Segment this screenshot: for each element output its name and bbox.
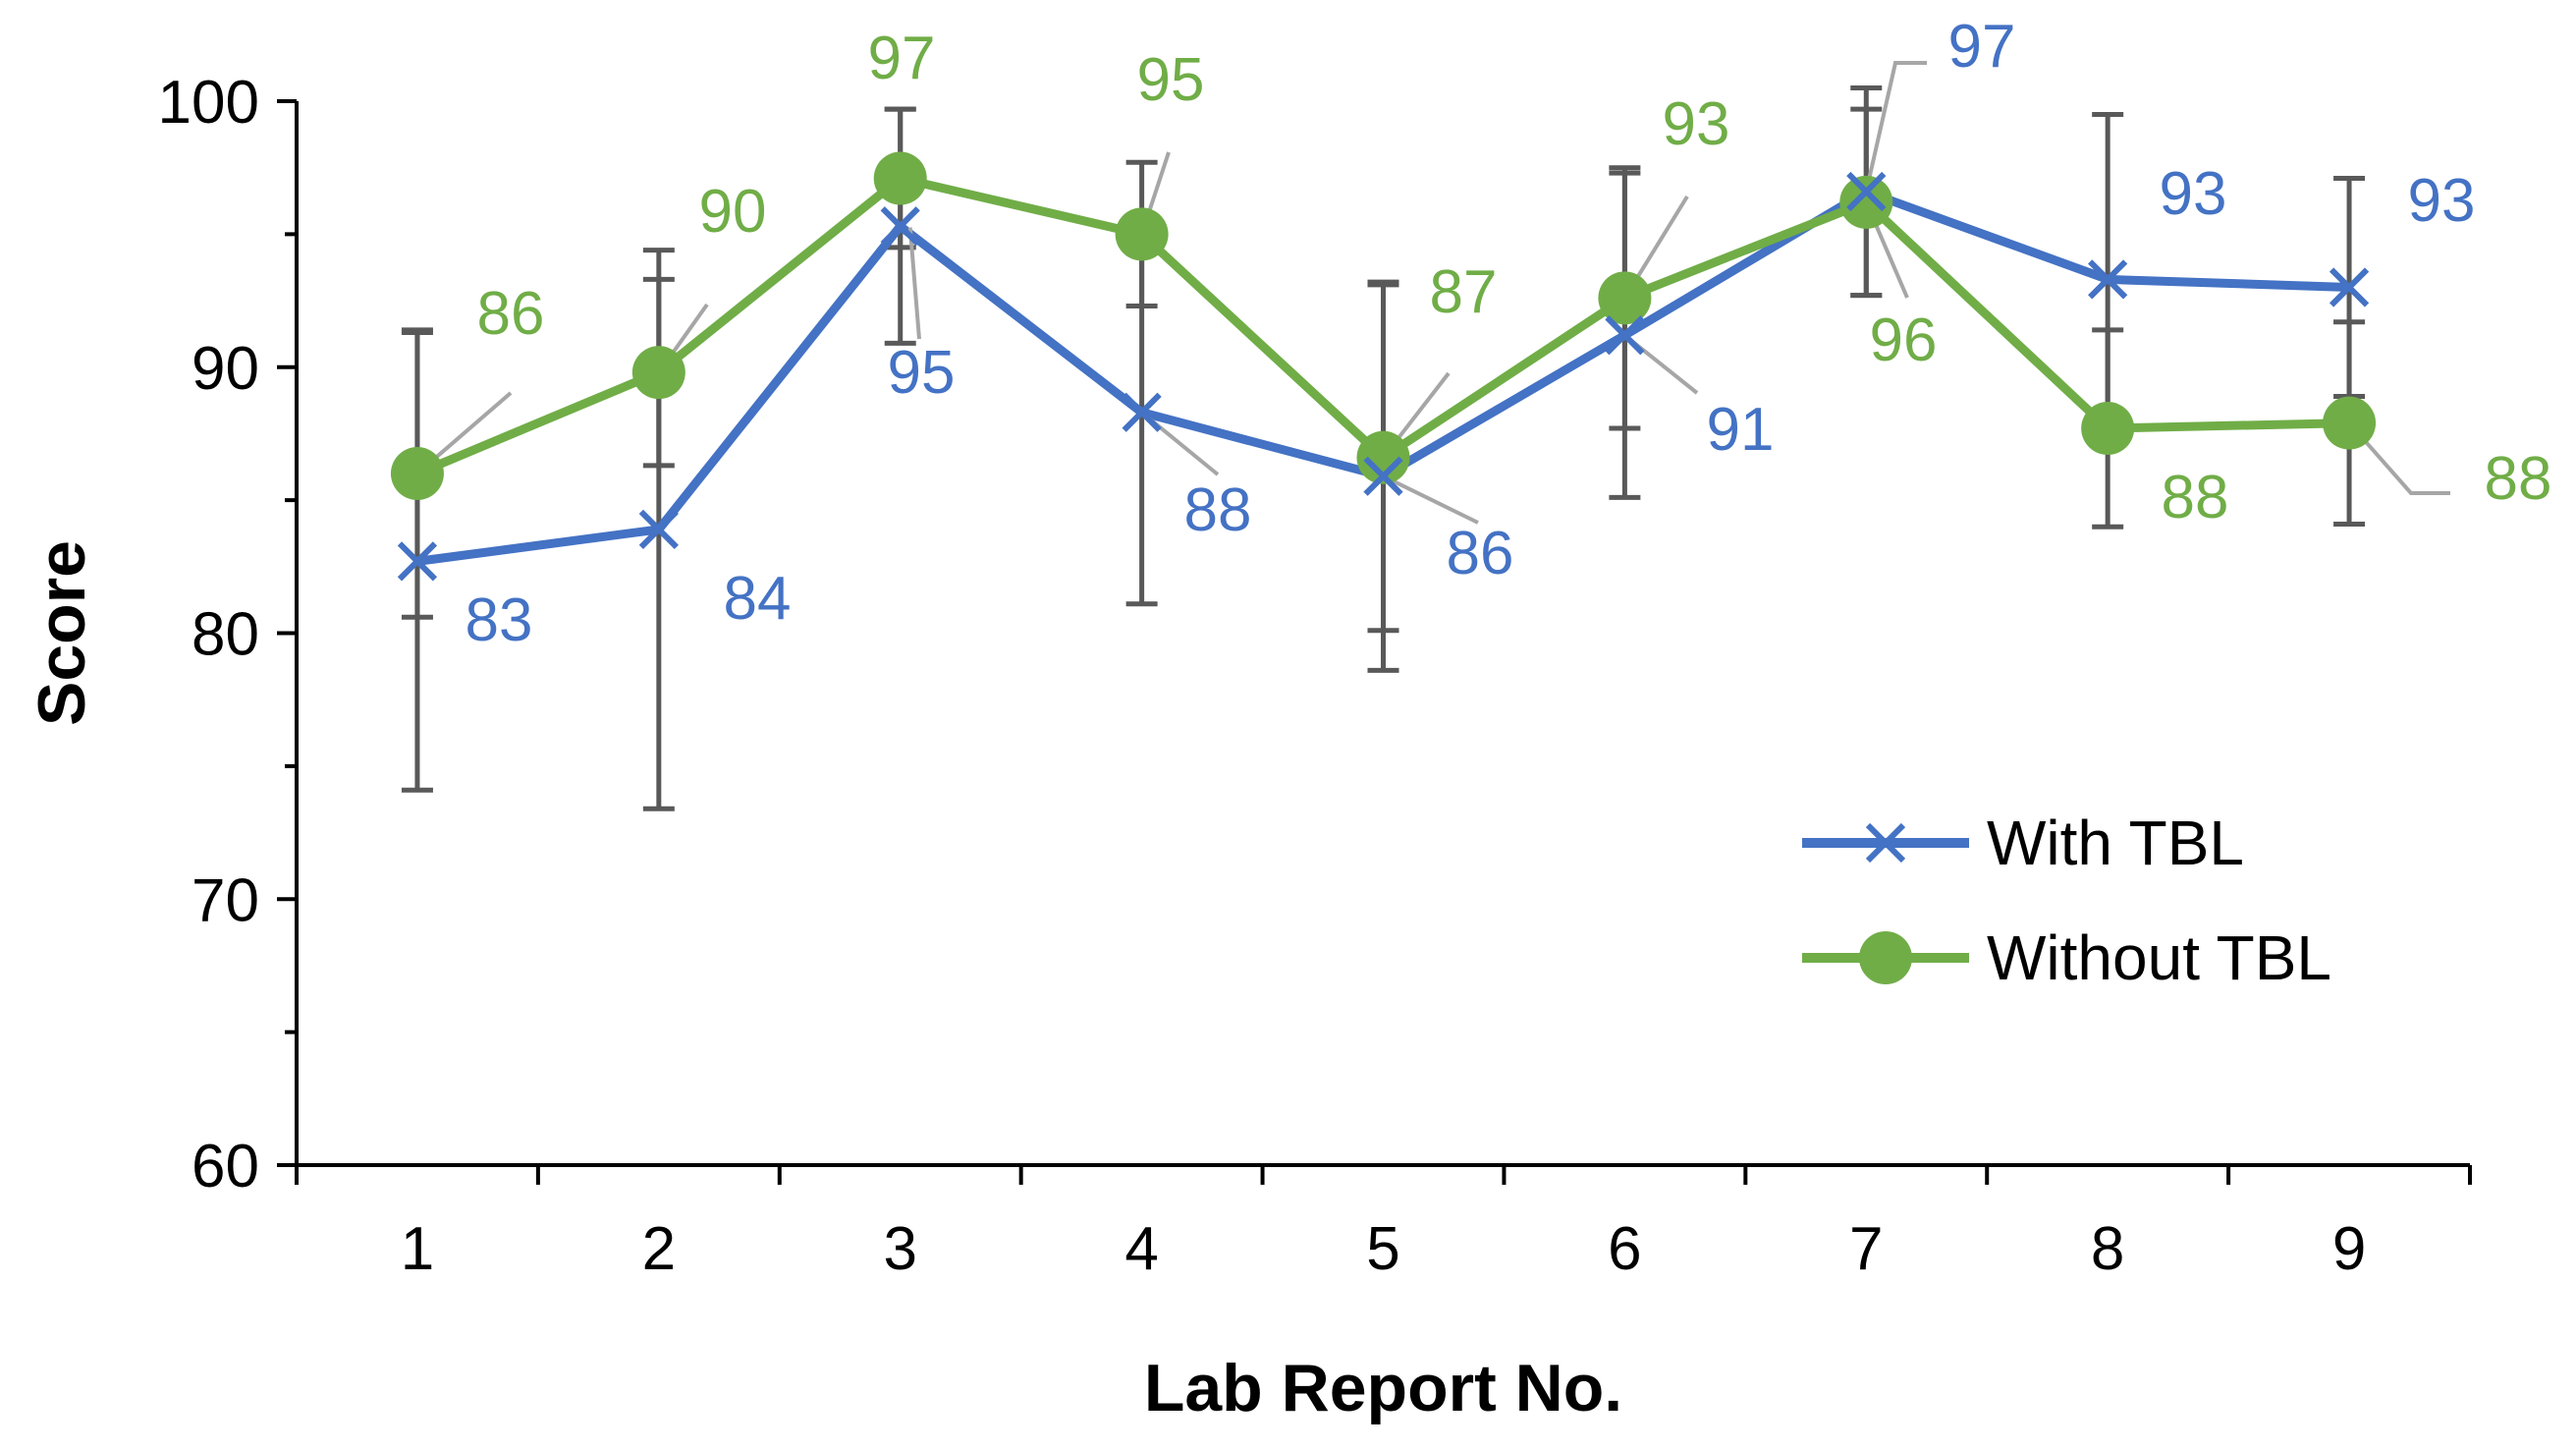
legend-label-with-tbl: With TBL: [1987, 808, 2244, 878]
x-marker-stroke: [880, 206, 920, 247]
x-tick-label: 4: [1124, 1215, 1158, 1283]
y-tick-label: 70: [192, 866, 259, 934]
data-label-with-tbl: 86: [1447, 520, 1514, 587]
x-axis-title: Lab Report No.: [1144, 1351, 1622, 1425]
marker-with-tbl: [2329, 267, 2370, 307]
x-tick-label: 1: [401, 1215, 434, 1283]
data-label-with-tbl: 88: [1184, 476, 1252, 544]
leader-line: [1382, 474, 1479, 525]
marker-without-tbl: [873, 151, 927, 205]
marker-without-tbl: [1598, 271, 1652, 325]
x-marker-stroke: [1122, 392, 1162, 432]
marker-with-tbl: [2088, 259, 2128, 300]
x-marker-stroke: [1865, 822, 1906, 864]
data-label-with-tbl: 97: [1948, 13, 2016, 81]
data-label-with-tbl: 84: [724, 565, 792, 633]
x-tick-label: 5: [1366, 1215, 1399, 1283]
data-label-with-tbl: 95: [888, 339, 956, 407]
x-tick-label: 6: [1608, 1215, 1641, 1283]
y-tick-label: 100: [158, 69, 259, 137]
data-label-without-tbl: 95: [1137, 46, 1205, 114]
x-marker-stroke: [2329, 267, 2370, 307]
data-label-with-tbl: 83: [466, 586, 533, 654]
marker-with-tbl: [1605, 315, 1645, 356]
x-marker-stroke: [1363, 456, 1403, 496]
marker-with-tbl: [1846, 171, 1887, 212]
marker-without-tbl: [2323, 396, 2377, 450]
x-tick-label: 8: [2091, 1215, 2124, 1283]
marker-without-tbl: [1839, 175, 1893, 229]
data-labels: 83 84 95 88 86 91 97 93 93 86 90 97 95 87 93 96 88 88: [466, 13, 2552, 654]
x-tick-label: 3: [883, 1215, 916, 1283]
legend[interactable]: With TBL Without TBL: [1802, 808, 2331, 993]
y-tick-label: 60: [192, 1133, 259, 1200]
data-label-without-tbl: 96: [1870, 307, 1938, 374]
x-tick-label: 7: [1849, 1215, 1883, 1283]
data-label-without-tbl: 87: [1430, 258, 1498, 326]
marker-with-tbl: [638, 509, 679, 550]
y-axis-title: Score: [25, 540, 99, 726]
marker-with-tbl: [1363, 456, 1403, 496]
marker-without-tbl: [1115, 207, 1169, 261]
legend-item-without-tbl[interactable]: Without TBL: [1802, 922, 2331, 993]
x-marker-stroke: [2088, 259, 2128, 300]
data-label-without-tbl: 88: [2485, 445, 2552, 513]
legend-marker-without-tbl: [1859, 931, 1912, 984]
legend-item-with-tbl[interactable]: With TBL: [1802, 808, 2244, 878]
marker-without-tbl: [631, 346, 685, 400]
data-label-without-tbl: 97: [868, 25, 936, 92]
x-marker-stroke: [1846, 171, 1887, 212]
x-marker-stroke: [397, 541, 438, 582]
marker-without-tbl: [390, 447, 444, 501]
marker-with-tbl: [397, 541, 438, 582]
x-tick-label: 2: [642, 1215, 676, 1283]
marker-with-tbl: [880, 206, 920, 247]
data-label-with-tbl: 93: [2160, 160, 2227, 228]
data-label-with-tbl: 93: [2408, 167, 2476, 235]
leader-line: [2347, 421, 2450, 495]
leader-line: [1864, 61, 1927, 193]
leader-line: [907, 227, 921, 340]
legend-label-without-tbl: Without TBL: [1987, 922, 2331, 993]
x-marker-stroke: [638, 509, 679, 550]
marker-without-tbl: [2081, 402, 2135, 456]
data-label-without-tbl: 86: [477, 280, 545, 348]
legend-marker-with-tbl: [1865, 822, 1906, 864]
marker-with-tbl: [1122, 392, 1162, 432]
data-label-without-tbl: 93: [1663, 90, 1730, 158]
series-markers: [390, 151, 2377, 582]
y-tick-label: 80: [192, 601, 259, 669]
y-tick-label: 90: [192, 335, 259, 403]
data-label-without-tbl: 88: [2162, 464, 2229, 531]
axes: 60 70 80 90 100 1 2 3 4 5 6 7 8 9 Lab Report No. Score: [25, 69, 2472, 1425]
data-label-with-tbl: 91: [1707, 396, 1775, 464]
x-tick-label: 9: [2332, 1215, 2366, 1283]
marker-without-tbl: [1356, 430, 1410, 484]
data-label-without-tbl: 90: [699, 178, 767, 246]
x-marker-stroke: [1605, 315, 1645, 356]
